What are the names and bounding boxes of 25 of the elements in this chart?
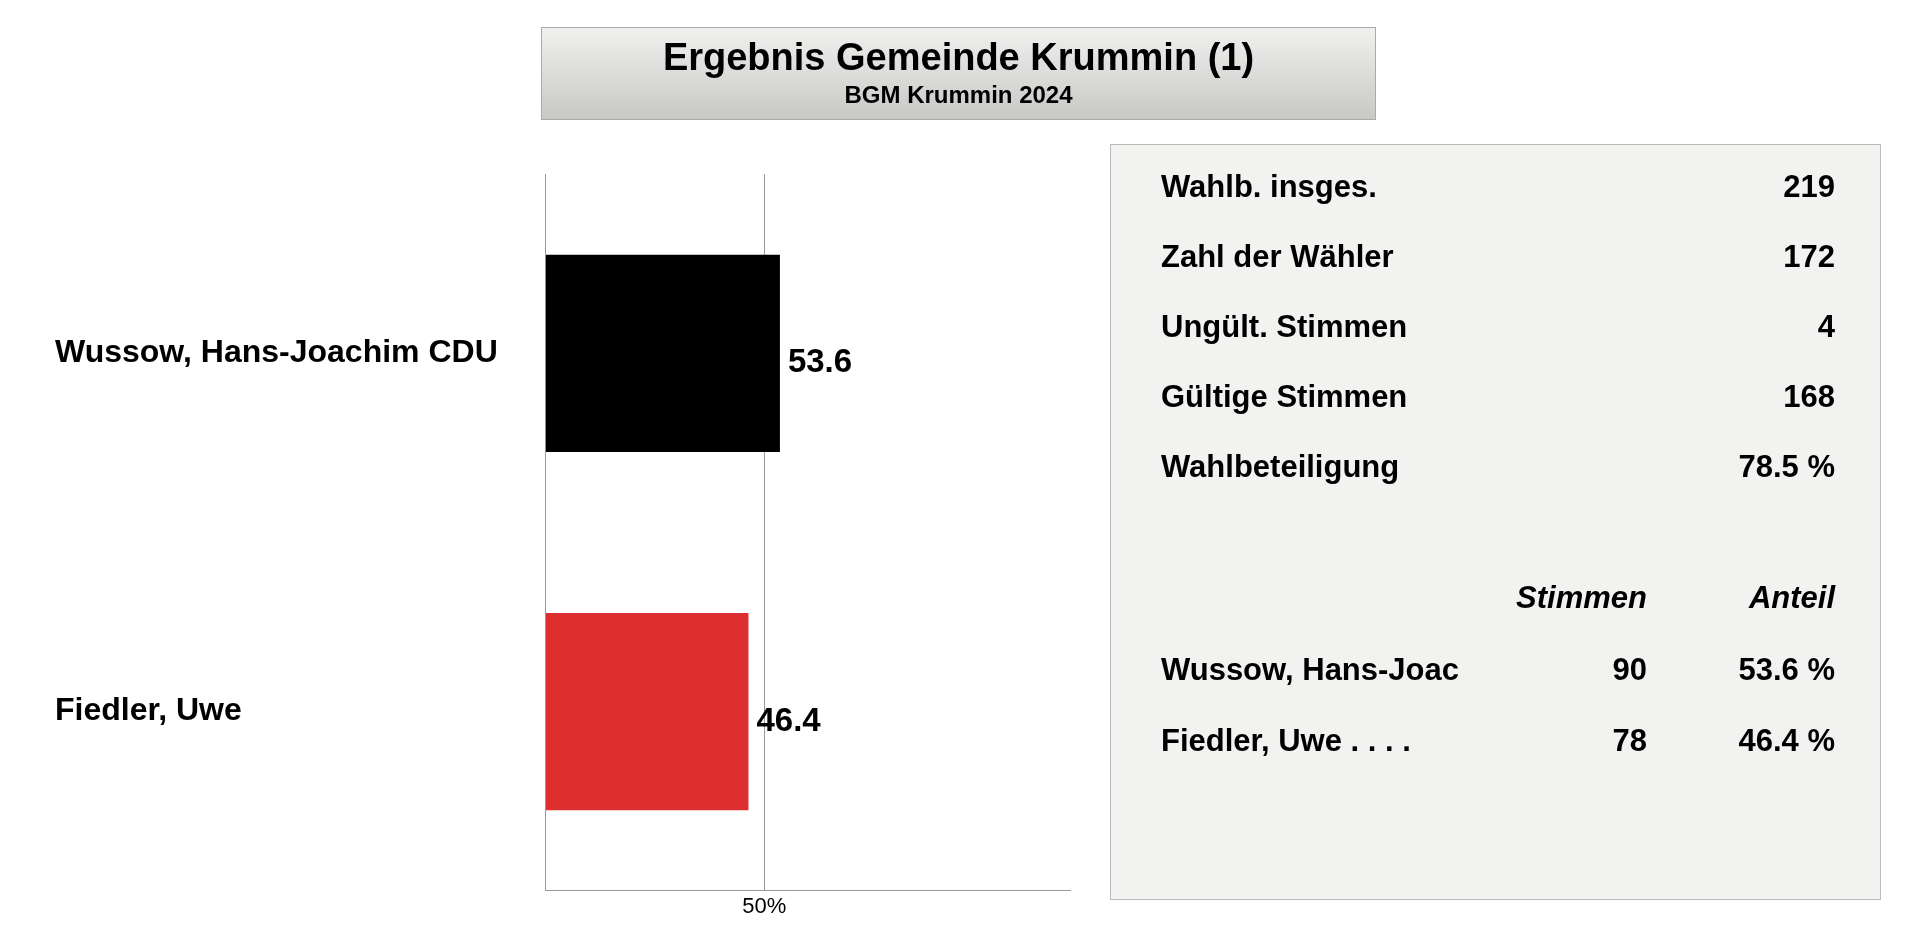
data-label: 168 <box>1783 379 1835 415</box>
data-label: 78.5 % <box>1738 449 1835 485</box>
text: Stimmen <box>1516 580 1647 616</box>
data-label: 172 <box>1783 239 1835 275</box>
chart-subtitle: BGM Krummin 2024 <box>843 81 1074 109</box>
x-tick-label: 50% <box>742 893 787 919</box>
data-label: 46.4 % <box>1738 723 1835 759</box>
data-label: 78 <box>1612 723 1647 759</box>
category-label: Wahlb. insges. <box>1161 169 1377 205</box>
y-tick-label: Fiedler, Uwe <box>55 691 242 728</box>
category-label: Wussow, Hans-Joac <box>1161 652 1460 688</box>
text: Anteil <box>1748 580 1835 616</box>
y-tick-label: Wussow, Hans-Joachim CDU <box>55 333 498 370</box>
category-label: Wahlbeteiligung <box>1161 449 1400 485</box>
data-label: 53.6 % <box>1738 652 1835 688</box>
category-label: Ungült. Stimmen <box>1161 309 1408 345</box>
category-label: Gültige Stimmen <box>1161 379 1408 415</box>
data-label: 90 <box>1612 652 1647 688</box>
category-label: Fiedler, Uwe . . . . <box>1161 723 1411 759</box>
category-label: Zahl der Wähler <box>1161 239 1394 275</box>
data-label: 4 <box>1817 309 1835 345</box>
chart-title: Ergebnis Gemeinde Krummin (1) <box>661 36 1256 79</box>
data-label: 46.4 <box>756 700 822 738</box>
data-label: 219 <box>1783 169 1835 205</box>
data-label: 53.6 <box>787 342 853 380</box>
